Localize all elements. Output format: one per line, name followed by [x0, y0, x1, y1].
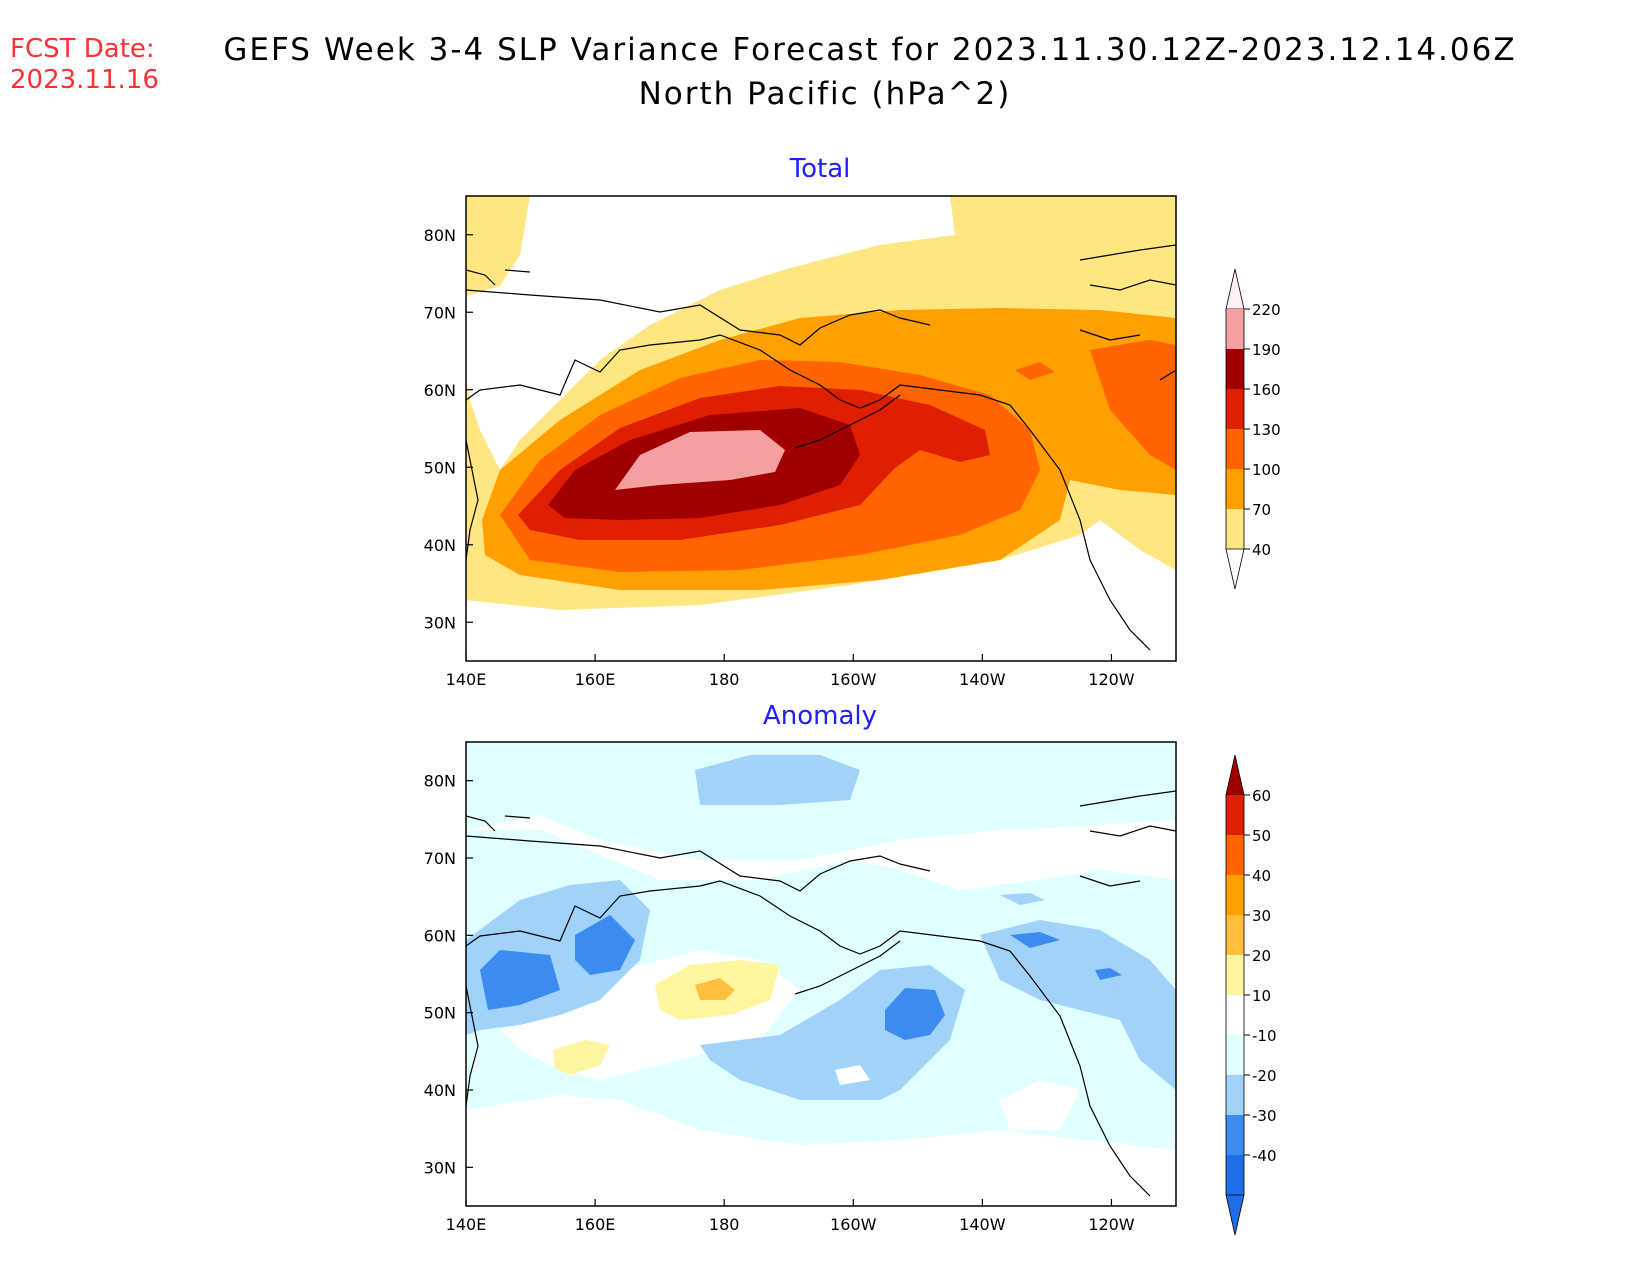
anomaly-lat-label: 40N	[424, 1081, 456, 1100]
anomaly-colorbar-label: -10	[1252, 1027, 1277, 1045]
panel-title-anomaly: Anomaly	[762, 701, 878, 731]
total-colorbar-label: 160	[1252, 381, 1281, 399]
anomaly-colorbar-arrow-top	[1225, 754, 1245, 796]
total-colorbar-label: 220	[1252, 301, 1281, 319]
total-colorbar-swatch	[1226, 389, 1244, 429]
anomaly-colorbar-swatch	[1226, 835, 1244, 875]
anomaly-colorbar-swatch	[1226, 1155, 1244, 1195]
total-colorbar-label: 130	[1252, 421, 1281, 439]
total-lat-label: 60N	[424, 381, 456, 400]
anomaly-colorbar-swatch	[1226, 875, 1244, 915]
anomaly-colorbar-swatch	[1226, 955, 1244, 995]
total-colorbar-swatch	[1226, 469, 1244, 509]
total-colorbar-label: 70	[1252, 501, 1271, 519]
total-colorbar-swatch	[1226, 309, 1244, 349]
total-colorbar-label: 40	[1252, 541, 1271, 559]
anomaly-colorbar-swatch	[1226, 915, 1244, 955]
forecast-date-value: 2023.11.16	[10, 65, 159, 95]
anomaly-lat-label: 70N	[424, 849, 456, 868]
anomaly-colorbar-label: 20	[1252, 947, 1271, 965]
total-axes: 80N 70N 60N 50N 40N 30N 140E 160E 180 160W 140W 120…	[424, 226, 1135, 689]
anomaly-lon-label: 180	[709, 1215, 740, 1234]
anomaly-colorbar-swatch	[1226, 795, 1244, 835]
anomaly-lon-label: 140E	[446, 1215, 487, 1234]
total-lat-label: 30N	[424, 613, 456, 632]
anomaly-colorbar-label: -20	[1252, 1067, 1277, 1085]
total-colorbar-swatch	[1226, 509, 1244, 549]
total-colorbar: 220 190 160 130 100 70 40	[1225, 268, 1281, 590]
total-colorbar-arrow-top	[1225, 268, 1245, 310]
total-colorbar-swatch	[1226, 429, 1244, 469]
total-colorbar-label: 100	[1252, 461, 1281, 479]
total-lat-label: 50N	[424, 458, 456, 477]
anomaly-lat-label: 80N	[424, 772, 456, 791]
anomaly-lon-label: 140W	[959, 1215, 1006, 1234]
total-map-frame	[465, 195, 1177, 662]
total-lon-label: 140E	[446, 670, 487, 689]
total-variance-field	[466, 196, 1176, 661]
anomaly-lat-label: 60N	[424, 926, 456, 945]
total-colorbar-swatch	[1226, 349, 1244, 389]
anomaly-colorbar-label: 40	[1252, 867, 1271, 885]
chart-title: GEFS Week 3-4 SLP Variance Forecast for …	[223, 32, 1517, 68]
anomaly-colorbar-label: -30	[1252, 1107, 1277, 1125]
forecast-date-label: FCST Date:	[10, 34, 155, 64]
anomaly-field	[466, 742, 1176, 1206]
anomaly-lat-label: 50N	[424, 1004, 456, 1023]
forecast-date-block: FCST Date: 2023.11.16	[10, 34, 159, 96]
anomaly-lat-label: 30N	[424, 1158, 456, 1177]
panel-title-total: Total	[789, 154, 851, 184]
anomaly-lon-label: 120W	[1088, 1215, 1135, 1234]
total-lat-label: 70N	[424, 303, 456, 322]
anomaly-colorbar-swatch	[1226, 1075, 1244, 1115]
total-lon-label: 140W	[959, 670, 1006, 689]
anomaly-colorbar-swatch	[1226, 1035, 1244, 1075]
chart-subtitle: North Pacific (hPa^2)	[638, 76, 1012, 112]
total-lon-label: 180	[709, 670, 740, 689]
total-lat-label: 80N	[424, 226, 456, 245]
total-lat-label: 40N	[424, 536, 456, 555]
total-lon-label: 160W	[830, 670, 877, 689]
anomaly-colorbar-label: -40	[1252, 1147, 1277, 1165]
anomaly-map-frame	[465, 741, 1177, 1207]
anomaly-colorbar-swatch	[1226, 1115, 1244, 1155]
anomaly-colorbar-swatch	[1226, 995, 1244, 1035]
anomaly-colorbar: 60 50 40 30 20 10 -10 -20 -30 -40	[1225, 754, 1277, 1236]
anomaly-lon-label: 160W	[830, 1215, 877, 1234]
anomaly-colorbar-label: 50	[1252, 827, 1271, 845]
anomaly-coastlines	[466, 790, 1176, 1197]
total-colorbar-label: 190	[1252, 341, 1281, 359]
anomaly-colorbar-label: 30	[1252, 907, 1271, 925]
anomaly-axes: 80N 70N 60N 50N 40N 30N 140E 160E 180 160W 140W 120…	[424, 772, 1135, 1234]
total-colorbar-arrow-bottom	[1225, 548, 1245, 590]
anomaly-colorbar-label: 60	[1252, 787, 1271, 805]
total-lon-label: 120W	[1088, 670, 1135, 689]
anomaly-lon-label: 160E	[575, 1215, 616, 1234]
anomaly-colorbar-label: 10	[1252, 987, 1271, 1005]
total-coastlines	[466, 244, 1176, 651]
total-lon-label: 160E	[575, 670, 616, 689]
anomaly-colorbar-arrow-bottom	[1225, 1194, 1245, 1236]
